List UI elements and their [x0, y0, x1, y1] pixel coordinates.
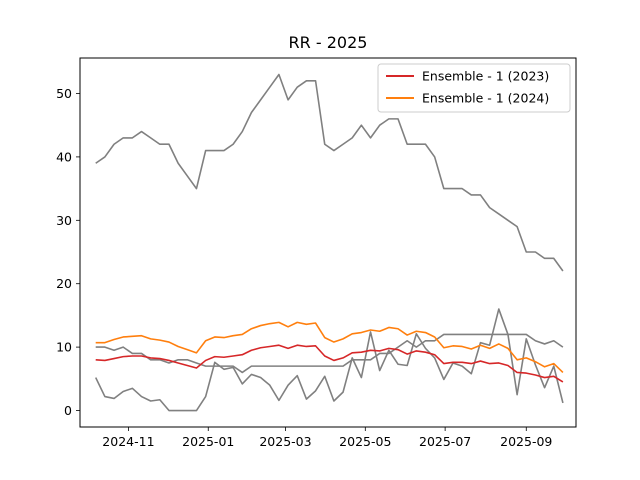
- y-tick-label: 0: [64, 403, 72, 418]
- y-tick-label: 20: [56, 276, 72, 291]
- legend-box: [377, 63, 571, 113]
- series-line-ensemble-1-2023: [95, 344, 564, 383]
- chart-title: RR - 2025: [289, 33, 368, 52]
- legend: Ensemble - 1 (2023) Ensemble - 1 (2024): [377, 63, 571, 113]
- x-tick-label: 2025-03: [259, 434, 311, 449]
- y-tick-label: 40: [56, 149, 72, 164]
- x-tick-label: 2025-07: [419, 434, 471, 449]
- x-axis: 2024-11 2025-01 2025-03 2025-05 2025-07 2025-…: [102, 427, 552, 449]
- x-tick-label: 2024-11: [102, 434, 154, 449]
- x-tick-label: 2025-05: [339, 434, 391, 449]
- y-tick-label: 30: [56, 213, 72, 228]
- y-tick-label: 50: [56, 86, 72, 101]
- series-line-ensemble-1-2024: [95, 321, 564, 374]
- x-tick-label: 2025-01: [182, 434, 234, 449]
- y-tick-label: 10: [56, 340, 72, 355]
- series-line-gray-3: [94, 308, 564, 412]
- legend-label: Ensemble - 1 (2023): [422, 69, 549, 84]
- y-axis: 0 10 20 30 40 50: [56, 86, 80, 418]
- legend-label: Ensemble - 1 (2024): [422, 91, 549, 106]
- series-layer: [94, 73, 564, 412]
- plot-frame: [79, 57, 577, 428]
- x-tick-label: 2025-09: [500, 434, 552, 449]
- series-line-gray-1: [95, 73, 564, 272]
